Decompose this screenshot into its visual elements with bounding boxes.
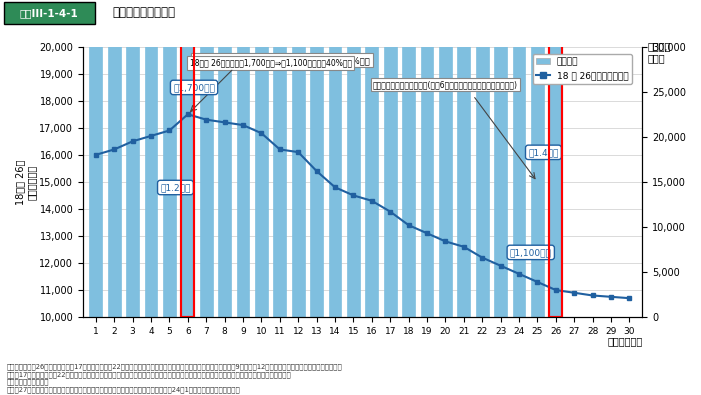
Text: 約1,700万人: 約1,700万人: [173, 83, 215, 92]
Bar: [494, 0, 507, 317]
Bar: [421, 0, 433, 317]
Bar: [347, 0, 360, 317]
Bar: [273, 0, 286, 317]
Bar: [550, 0, 562, 317]
Text: 約1.2万人: 約1.2万人: [161, 183, 191, 192]
Bar: [108, 0, 121, 317]
Bar: [457, 0, 470, 317]
Bar: [126, 0, 139, 317]
Bar: [365, 0, 379, 317]
Bar: [90, 0, 102, 317]
Bar: [383, 0, 397, 317]
Text: 資料出典：平成26年度以前（平成17年度および平成22年度を除く。）は、総務省統計局「我が国の推計人口（大正9年〜平成12年）」および「人口推計年報」による。
: 資料出典：平成26年度以前（平成17年度および平成22年度を除く。）は、総務省統…: [7, 363, 343, 393]
Bar: [329, 0, 341, 317]
Bar: [218, 0, 231, 317]
Y-axis label: 18歳〜 26歳
人口（千人）: 18歳〜 26歳 人口（千人）: [15, 159, 36, 205]
Bar: [144, 0, 158, 317]
Bar: [292, 0, 305, 317]
Bar: [237, 0, 250, 317]
Legend: 採用者数, 18 〜 26歳人口（千人）: 採用者数, 18 〜 26歳人口（千人）: [533, 54, 632, 84]
Text: （平成年度）: （平成年度）: [607, 336, 642, 346]
Bar: [182, 0, 194, 317]
Bar: [476, 0, 489, 317]
Bar: [200, 0, 212, 317]
Text: 18歳〜 26歳人口：約1,700万人⇒約1,100万人（約40%減）: 18歳〜 26歳人口：約1,700万人⇒約1,100万人（約40%減）: [189, 58, 352, 68]
Text: 図表III-1-4-1: 図表III-1-4-1: [20, 8, 79, 18]
Y-axis label: 採用者数
（人）: 採用者数 （人）: [648, 41, 672, 63]
Bar: [182, 0, 194, 317]
Text: 募集対象人口の推移: 募集対象人口の推移: [112, 6, 175, 19]
Bar: [163, 0, 176, 317]
Bar: [310, 0, 323, 317]
Text: 約1.4万人: 約1.4万人: [529, 148, 559, 157]
Bar: [531, 0, 544, 317]
Text: 採用者数：年度により変動(平成6年度と比較しておおむね同等以上): 採用者数：年度により変動(平成6年度と比較しておおむね同等以上): [373, 80, 518, 89]
Bar: [402, 0, 415, 317]
Bar: [550, 0, 562, 317]
FancyBboxPatch shape: [4, 2, 95, 24]
Text: 18歳〜 26歳人口：約1,700万人⇒約1,100万人（約40%減）: 18歳〜 26歳人口：約1,700万人⇒約1,100万人（約40%減）: [193, 56, 370, 65]
Bar: [255, 0, 268, 317]
Bar: [512, 0, 526, 317]
Text: 約1,100万人: 約1,100万人: [510, 248, 552, 257]
Bar: [439, 0, 452, 317]
